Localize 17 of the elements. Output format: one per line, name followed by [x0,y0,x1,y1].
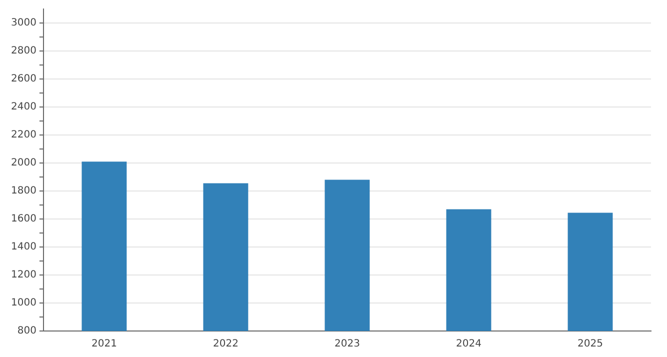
x-tick-label: 2023 [334,338,360,350]
y-tick-label: 2600 [10,74,36,85]
y-tick-label: 2000 [10,158,36,169]
x-tick-label: 2024 [456,338,482,350]
y-tick-label: 1200 [10,270,36,281]
x-tick-label: 2025 [578,338,603,350]
y-tick-label: 2200 [10,130,36,141]
y-tick-label: 1600 [10,214,36,225]
x-tick-label: 2021 [91,338,117,350]
y-tick-label: 3000 [10,18,36,29]
x-tick-label: 2022 [212,338,238,350]
y-tick-label: 1400 [10,242,36,253]
y-tick-label: 1800 [10,186,36,197]
y-tick-label: 1000 [10,298,36,309]
y-tick-label: 800 [17,326,36,337]
y-tick-label: 2400 [10,102,36,113]
y-tick-label: 2800 [10,46,36,57]
